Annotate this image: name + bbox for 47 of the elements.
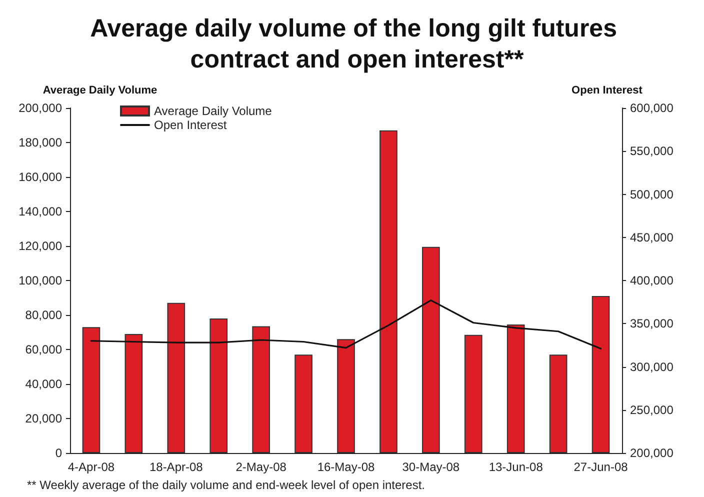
y-tick-label: 120,000 bbox=[18, 239, 62, 253]
text: ** Weekly average of the daily volume and end-week level of open interest. bbox=[27, 478, 426, 492]
bar bbox=[506, 324, 525, 453]
bar bbox=[167, 302, 186, 453]
y2-axis-title: Open Interest bbox=[572, 84, 643, 96]
y-tick-label: 0 bbox=[55, 446, 62, 460]
y2-tick-label: 450,000 bbox=[630, 230, 674, 244]
bar bbox=[294, 354, 312, 453]
y2-tick-label: 400,000 bbox=[630, 274, 674, 288]
y-tick-label: 140,000 bbox=[18, 204, 62, 218]
bar bbox=[464, 334, 482, 453]
line-series bbox=[90, 300, 602, 350]
bar bbox=[124, 334, 143, 453]
x-tick-label: 16-May-08 bbox=[317, 460, 376, 474]
chart-title: Average daily volume of the long gilt futures contract and open interest** bbox=[90, 14, 624, 74]
x-tick-label: 4-Apr-08 bbox=[68, 460, 115, 474]
bar bbox=[337, 339, 355, 453]
x-tick-label: 2-May-08 bbox=[236, 460, 287, 474]
bar bbox=[252, 326, 270, 453]
y2-tick-label: 500,000 bbox=[630, 187, 674, 202]
x-tick-label: 27-Jun-08 bbox=[574, 460, 628, 474]
y2-tick-label: 200,000 bbox=[630, 446, 674, 460]
y-tick-label: 200,000 bbox=[18, 101, 62, 115]
legend-label: Open Interest bbox=[154, 118, 228, 132]
bar bbox=[592, 296, 610, 453]
y2-tick-label: 250,000 bbox=[630, 402, 674, 417]
y-tick-label: 180,000 bbox=[18, 136, 62, 150]
y-tick-label: 100,000 bbox=[18, 274, 62, 288]
y-axis-title: Average Daily Volume bbox=[42, 84, 158, 96]
x-tick-label: 18-Apr-08 bbox=[149, 460, 204, 474]
y2-tick-label: 600,000 bbox=[630, 101, 674, 115]
bar bbox=[549, 354, 568, 453]
y-tick-label: 20,000 bbox=[25, 412, 62, 426]
bar bbox=[210, 318, 228, 453]
bar bbox=[82, 327, 100, 453]
y-tick-label: 80,000 bbox=[25, 308, 62, 322]
y2-tick-label: 550,000 bbox=[630, 144, 674, 158]
x-tick-label: 13-Jun-08 bbox=[488, 460, 544, 474]
x-tick-label: 30-May-08 bbox=[402, 460, 460, 474]
bar bbox=[422, 246, 440, 453]
y-tick-label: 40,000 bbox=[25, 377, 62, 391]
legend-label: Average Daily Volume bbox=[154, 104, 272, 118]
y2-tick-label: 350,000 bbox=[630, 316, 674, 331]
bar bbox=[380, 130, 398, 453]
y-tick-label: 60,000 bbox=[25, 342, 62, 356]
y-tick-label: 160,000 bbox=[18, 170, 62, 184]
y2-tick-label: 300,000 bbox=[630, 360, 674, 374]
